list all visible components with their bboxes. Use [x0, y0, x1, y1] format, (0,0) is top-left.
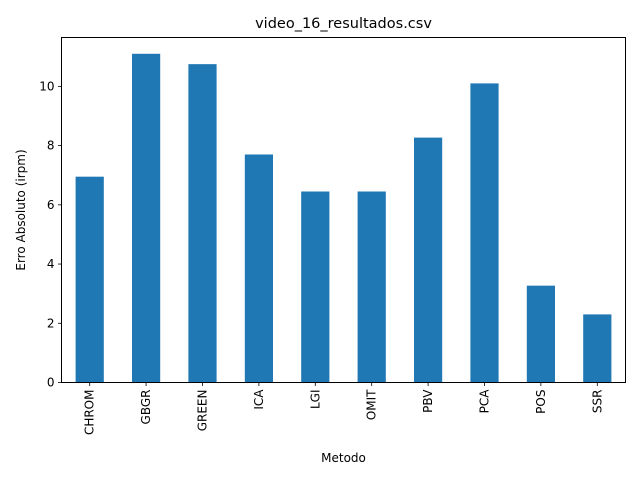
bar-green [188, 64, 217, 383]
x-tick-label: POS [534, 390, 548, 414]
x-tick-label: CHROM [83, 390, 97, 436]
y-axis-label: Erro Absoluto (irpm) [14, 149, 28, 270]
bar-ssr [583, 314, 612, 383]
bar-pos [526, 285, 555, 383]
bar-gbgr [132, 53, 161, 383]
x-tick-label: GREEN [196, 390, 210, 432]
y-axis: 0 2 4 6 8 10 [39, 79, 62, 390]
plot-frame [61, 37, 626, 383]
bar-pbv [414, 137, 443, 383]
x-tick-label: PBV [421, 389, 435, 413]
x-tick-label: OMIT [365, 389, 379, 420]
bars-group [75, 53, 612, 383]
bar-omit [357, 191, 386, 383]
x-tick-label: SSR [590, 390, 604, 414]
x-tick-label: PCA [478, 389, 492, 414]
y-tick-label: 4 [47, 257, 55, 271]
chart-title: video_16_resultados.csv [255, 16, 432, 32]
bar-ica [244, 154, 273, 383]
y-tick-label: 6 [47, 198, 55, 212]
x-tick-label: ICA [252, 389, 266, 410]
x-tick-label: GBGR [139, 390, 153, 425]
y-tick-label: 2 [47, 316, 55, 330]
bar-lgi [301, 191, 330, 383]
bar-pca [470, 83, 499, 383]
y-tick-label: 10 [39, 79, 54, 93]
x-axis: CHROM GBGR GREEN ICA LGI OMIT PBV PCA POS SSR [83, 382, 604, 436]
y-tick-label: 8 [47, 139, 55, 153]
x-axis-label: Metodo [321, 451, 366, 465]
bar-chrom [75, 176, 104, 383]
x-tick-label: LGI [308, 390, 322, 410]
y-tick-label: 0 [47, 376, 55, 390]
